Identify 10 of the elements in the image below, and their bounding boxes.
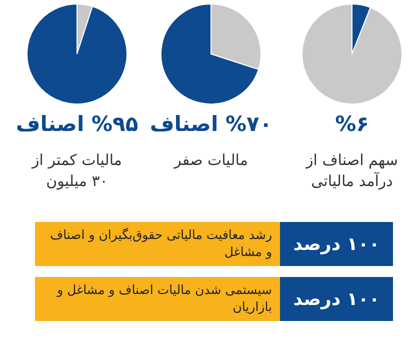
text: مالیات کمتر از ۳۰ میلیون (30, 150, 123, 192)
text: سیستمی شدن مالیات اصناف و مشاغل و بازاریان (35, 277, 280, 321)
text: %۷۰ اصناف (148, 112, 274, 136)
text: مالیات صفر (172, 150, 249, 171)
text: رشد معافیت مالیاتی حقوق‌بگیران و اصناف و مشاغل (35, 222, 280, 266)
text: %۹۵ اصناف (14, 112, 140, 136)
text: سهم اصناف از درآمد مالیاتی (304, 150, 399, 192)
text: ۱۰۰ درصد (280, 277, 393, 321)
text: %۶ (334, 112, 370, 136)
text: ۱۰۰ درصد (280, 222, 393, 266)
